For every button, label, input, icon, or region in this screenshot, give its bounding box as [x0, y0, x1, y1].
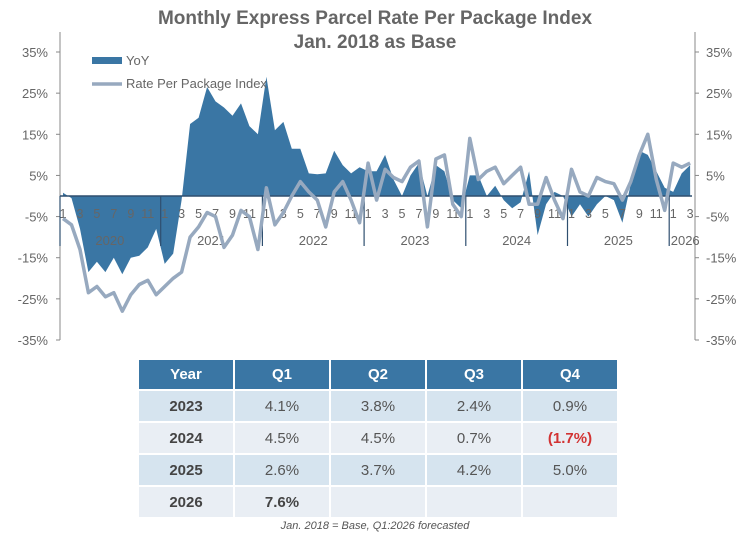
month-tick-label: 3: [76, 207, 83, 221]
year-cell: 2023: [137, 389, 235, 423]
month-tick-label: 1: [670, 207, 677, 221]
y-tick-label-right: 15%: [706, 127, 732, 142]
year-label: 2020: [95, 233, 124, 248]
year-cell: 2025: [137, 453, 235, 487]
value-cell: 2.4%: [425, 389, 523, 423]
value-cell: [521, 485, 619, 519]
year-cell: 2024: [137, 421, 235, 455]
header-year: Year: [137, 358, 235, 391]
value-cell: 3.7%: [329, 453, 427, 487]
month-tick-label: 1: [365, 207, 372, 221]
table-row: 2026 7.6%: [137, 485, 619, 519]
value-cell: 4.5%: [329, 421, 427, 455]
y-tick-label-right: -15%: [706, 251, 737, 266]
year-label: 2024: [502, 233, 531, 248]
value-cell: 3.8%: [329, 389, 427, 423]
month-tick-label: 5: [602, 207, 609, 221]
legend-yoy-label: YoY: [126, 53, 150, 68]
legend-index-label: Rate Per Package Index: [126, 76, 267, 91]
chart-plot: 35% 35% 25% 25% 15% 15% 5% 5% -5% -5% -15% -15% -25%…: [18, 32, 737, 348]
month-tick-label: 3: [382, 207, 389, 221]
header-q1: Q1: [233, 358, 331, 391]
y-tick-label-right: -5%: [706, 210, 730, 225]
value-cell: 2.6%: [233, 453, 331, 487]
header-q3: Q3: [425, 358, 523, 391]
month-tick-label: 1: [263, 207, 270, 221]
y-tick-label: -25%: [18, 292, 49, 307]
month-tick-label: 5: [93, 207, 100, 221]
value-cell: 5.0%: [521, 453, 619, 487]
header-q4: Q4: [521, 358, 619, 391]
month-tick-label: 3: [585, 207, 592, 221]
value-cell: 7.6%: [233, 485, 331, 519]
month-tick-label: 1: [466, 207, 473, 221]
value-cell: [329, 485, 427, 519]
y-tick-label: 5%: [29, 168, 48, 183]
month-tick-label: 7: [314, 207, 321, 221]
value-cell: 4.1%: [233, 389, 331, 423]
y-tick-label: -5%: [25, 210, 49, 225]
month-tick-label: 9: [331, 207, 338, 221]
month-tick-label: 5: [297, 207, 304, 221]
year-label: 2021: [197, 233, 226, 248]
month-tick-label: 7: [517, 207, 524, 221]
month-tick-label: 11: [141, 207, 154, 221]
quarterly-table: Year Q1 Q2 Q3 Q4 2023 4.1% 3.8% 2.4% 0.9% 202…: [137, 358, 619, 519]
y-tick-label: 35%: [22, 45, 48, 60]
footnote: Jan. 2018 = Base, Q1:2026 forecasted: [280, 520, 470, 532]
y-tick-label-right: 25%: [706, 86, 732, 101]
value-cell: [425, 485, 523, 519]
month-tick-label: 7: [415, 207, 422, 221]
y-tick-label: -15%: [18, 251, 49, 266]
month-tick-label: 1: [568, 207, 575, 221]
y-tick-label-right: -25%: [706, 292, 737, 307]
month-tick-label: 11: [243, 207, 256, 221]
header-q2: Q2: [329, 358, 427, 391]
month-tick-label: 1: [161, 207, 168, 221]
month-tick-label: 5: [500, 207, 507, 221]
legend-yoy-swatch: [92, 57, 122, 64]
year-cell: 2026: [137, 485, 235, 519]
month-tick-label: 3: [687, 207, 694, 221]
month-tick-label: 9: [229, 207, 236, 221]
y-tick-label-right: 5%: [706, 168, 725, 183]
year-label: 2022: [299, 233, 328, 248]
y-tick-label: 25%: [22, 86, 48, 101]
month-tick-label: 1: [60, 207, 67, 221]
value-cell: 4.5%: [233, 421, 331, 455]
y-tick-label-right: 35%: [706, 45, 732, 60]
value-cell: (1.7%): [521, 421, 619, 455]
yoy-area: [63, 76, 691, 275]
month-tick-label: 9: [636, 207, 643, 221]
month-tick-label: 9: [432, 207, 439, 221]
chart-subtitle: Jan. 2018 as Base: [293, 32, 457, 53]
month-tick-label: 5: [195, 207, 202, 221]
y-tick-label: -35%: [18, 333, 49, 348]
table-header-row: Year Q1 Q2 Q3 Q4: [137, 358, 619, 391]
y-tick-label: 15%: [22, 127, 48, 142]
y-tick-label-right: -35%: [706, 333, 737, 348]
year-label: 2026: [671, 233, 700, 248]
month-tick-label: 9: [534, 207, 541, 221]
year-label: 2025: [604, 233, 633, 248]
month-tick-label: 5: [399, 207, 406, 221]
value-cell: 4.2%: [425, 453, 523, 487]
year-label: 2023: [400, 233, 429, 248]
month-tick-label: 9: [127, 207, 134, 221]
value-cell: 0.9%: [521, 389, 619, 423]
table-row: 2024 4.5% 4.5% 0.7% (1.7%): [137, 421, 619, 455]
month-tick-label: 3: [483, 207, 490, 221]
table-row: 2023 4.1% 3.8% 2.4% 0.9%: [137, 389, 619, 423]
month-tick-label: 7: [110, 207, 117, 221]
month-tick-label: 3: [178, 207, 185, 221]
month-tick-label: 7: [212, 207, 219, 221]
chart-title: Monthly Express Parcel Rate Per Package …: [157, 8, 593, 29]
month-tick-label: 11: [650, 207, 663, 221]
month-tick-label: 7: [619, 207, 626, 221]
table-row: 2025 2.6% 3.7% 4.2% 5.0%: [137, 453, 619, 487]
value-cell: 0.7%: [425, 421, 523, 455]
